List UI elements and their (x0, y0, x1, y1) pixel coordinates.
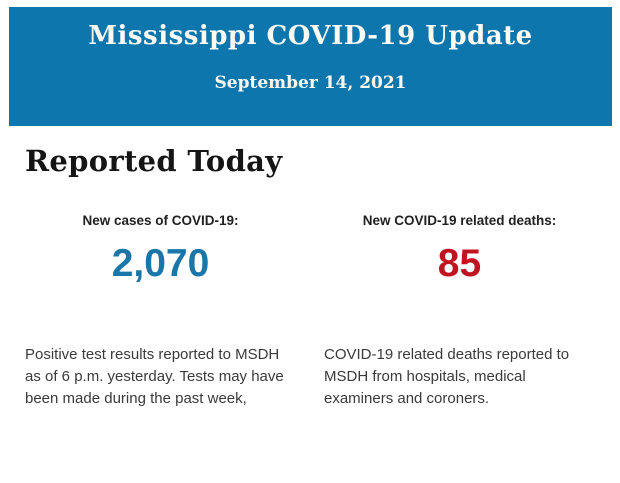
new-deaths-description: COVID-19 related deaths reported to MSDH… (324, 346, 570, 407)
new-cases-value: 2,070 (111, 242, 210, 285)
new-deaths-value: 85 (437, 242, 482, 285)
content-area: Reported Today New cases of COVID-19: 2,… (0, 143, 620, 410)
bulletin-title: Mississippi COVID-19 Update (88, 21, 533, 51)
header-banner: Mississippi COVID-19 Update September 14… (9, 7, 612, 126)
new-cases-label: New cases of COVID-19: (82, 213, 239, 228)
reported-today-heading: Reported Today (25, 144, 283, 178)
bulletin-date: September 14, 2021 (214, 73, 407, 93)
new-deaths-label: New COVID-19 related deaths: (362, 213, 557, 228)
stat-new-deaths: New COVID-19 related deaths: 85 COVID-19… (324, 212, 595, 410)
new-cases-description: Positive test results reported to MSDH a… (25, 346, 284, 407)
stat-new-cases: New cases of COVID-19: 2,070 Positive te… (25, 212, 296, 410)
stats-row: New cases of COVID-19: 2,070 Positive te… (25, 212, 595, 410)
